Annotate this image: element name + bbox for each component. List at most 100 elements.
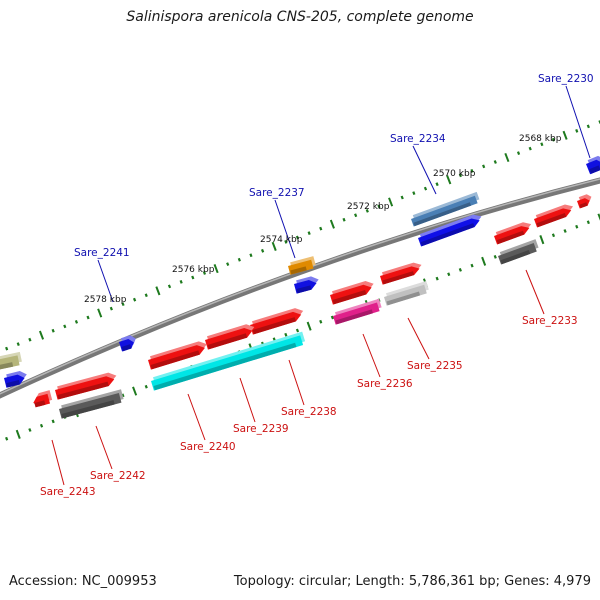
kbp-label: 2574 kbp xyxy=(260,235,303,245)
tick-mark xyxy=(446,175,452,185)
tick-mark xyxy=(284,240,288,244)
tick-mark xyxy=(575,224,579,229)
tick-mark xyxy=(121,302,125,307)
label-pointer-line xyxy=(565,85,591,159)
gene-sare-2239-red xyxy=(205,324,255,350)
kbp-label: 2578 kbp xyxy=(84,295,127,305)
tick-mark xyxy=(551,137,556,142)
gene-sare-2240-red xyxy=(148,341,207,370)
tick-mark xyxy=(5,436,9,441)
tick-mark xyxy=(354,213,358,218)
gene-sare-2237-blue xyxy=(294,276,319,294)
label-pointers xyxy=(51,85,591,486)
tick-mark xyxy=(319,319,323,324)
tick-mark xyxy=(5,346,9,351)
tick-mark xyxy=(493,255,497,259)
tick-mark xyxy=(563,229,567,233)
gene-left-olive xyxy=(0,351,22,370)
tick-mark xyxy=(458,268,462,272)
tick-mark xyxy=(63,324,67,329)
tick-mark xyxy=(28,337,32,342)
tick-mark xyxy=(237,257,241,262)
tick-mark xyxy=(528,146,532,151)
gene-left-blue xyxy=(4,370,27,388)
tick-mark xyxy=(213,264,219,274)
tick-mark xyxy=(575,129,579,133)
gene-sare-2234-b xyxy=(418,214,482,247)
label-pointer-line xyxy=(97,259,114,303)
label-pointer-line xyxy=(274,199,296,259)
gene-label-sare-2236: Sare_2236 xyxy=(357,378,413,390)
tick-mark xyxy=(458,173,463,178)
tick-mark xyxy=(307,231,311,235)
tick-mark xyxy=(109,306,113,311)
tick-mark xyxy=(504,152,510,163)
tick-mark xyxy=(365,208,369,213)
tick-mark xyxy=(167,284,172,289)
tick-mark xyxy=(400,195,404,200)
gene-label-sare-2237: Sare_2237 xyxy=(249,187,305,199)
tick-mark xyxy=(306,321,312,331)
gene-label-sare-2238: Sare_2238 xyxy=(281,406,337,418)
tick-mark xyxy=(470,168,474,173)
gene-sare-2240 xyxy=(151,331,306,391)
gene-sare-2233-small xyxy=(577,194,592,209)
tick-mark xyxy=(16,342,20,346)
tick-mark xyxy=(132,386,138,396)
tick-mark xyxy=(482,164,486,169)
tick-mark xyxy=(330,315,335,320)
tick-mark xyxy=(551,233,556,238)
gene-sare-2238-red xyxy=(250,308,304,335)
tick-mark xyxy=(319,226,323,231)
label-pointer-line xyxy=(412,145,437,195)
tick-mark xyxy=(388,197,394,207)
label-pointer-line xyxy=(239,377,256,423)
kbp-label: 2568 kbp xyxy=(519,134,562,144)
tick-mark xyxy=(540,142,544,147)
label-pointer-line xyxy=(51,439,65,486)
gene-sare-2243 xyxy=(33,390,53,408)
tick-mark xyxy=(86,315,90,320)
label-pointer-line xyxy=(362,333,381,378)
tick-mark xyxy=(28,428,32,432)
tick-mark xyxy=(271,241,277,251)
gene-label-sare-2233: Sare_2233 xyxy=(522,315,578,327)
gene-sare-2233 xyxy=(498,239,539,265)
tick-mark xyxy=(249,253,253,258)
tick-mark xyxy=(516,151,521,155)
tick-mark xyxy=(51,419,55,424)
tick-mark xyxy=(447,272,451,277)
gene-sare-2237-orange xyxy=(288,256,316,275)
tick-mark xyxy=(423,186,428,191)
gene-sare-2235-red xyxy=(380,262,422,285)
label-pointer-line xyxy=(525,269,545,315)
label-pointer-line xyxy=(95,425,113,470)
gene-sare-2241 xyxy=(119,335,136,352)
tick-mark xyxy=(597,213,600,221)
tick-mark xyxy=(179,280,183,284)
map-title: Salinispora arenicola CNS-205, complete … xyxy=(126,9,474,25)
tick-mark xyxy=(412,191,416,195)
tick-mark xyxy=(191,275,195,280)
gene-label-sare-2241: Sare_2241 xyxy=(74,247,130,259)
tick-mark xyxy=(121,393,125,398)
gene-label-sare-2234: Sare_2234 xyxy=(390,133,446,145)
gene-label-sare-2230: Sare_2230 xyxy=(538,73,594,85)
gene-sare-2235 xyxy=(384,280,429,306)
gene-label-sare-2239: Sare_2239 xyxy=(233,423,289,435)
tick-mark xyxy=(329,219,335,229)
label-pointer-line xyxy=(288,359,305,406)
tick-mark xyxy=(493,160,497,164)
kbp-label: 2576 kbp xyxy=(172,265,215,275)
tick-mark xyxy=(38,330,45,340)
gene-sare-2236-red xyxy=(330,281,374,305)
tick-mark xyxy=(39,423,44,428)
tick-mark xyxy=(51,328,55,333)
tick-mark xyxy=(481,256,487,266)
tick-mark xyxy=(562,130,568,140)
tick-mark xyxy=(295,235,300,240)
genome-summary-text: Topology: circular; Length: 5,786,361 bp… xyxy=(233,574,591,589)
tick-mark xyxy=(586,220,590,225)
tick-mark xyxy=(132,297,137,302)
